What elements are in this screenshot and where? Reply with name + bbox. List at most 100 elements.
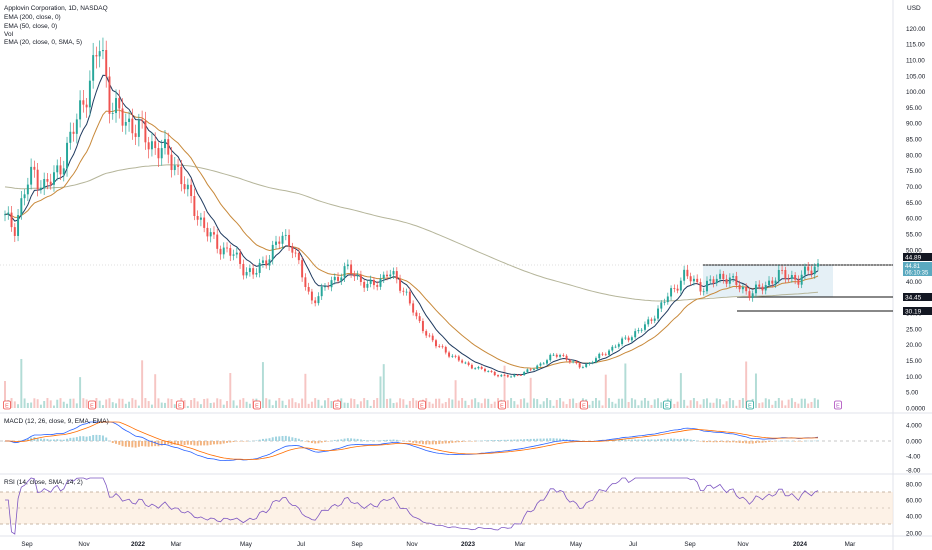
candle-body (56, 165, 59, 173)
volume-bar (395, 402, 398, 408)
candle-body (630, 337, 633, 341)
macd-histogram-bar (239, 441, 242, 442)
price-tick: 70.00 (906, 184, 922, 191)
volume-bar (164, 402, 166, 408)
volume-bar (278, 398, 281, 408)
macd-histogram-bar (621, 439, 624, 441)
macd-histogram-bar (252, 440, 255, 442)
candle-body (212, 232, 215, 235)
candle-body (745, 287, 748, 292)
volume-bar (307, 403, 310, 408)
candle-body (69, 131, 72, 143)
volume-bar (588, 404, 591, 408)
earnings-badge[interactable] (3, 400, 11, 410)
volume-bar (350, 398, 353, 408)
volume-bar (356, 404, 359, 408)
candle-body (46, 179, 49, 182)
volume-bar (428, 401, 431, 408)
volume-bar (519, 399, 522, 408)
price-tick: 50.00 (906, 247, 922, 254)
macd-histogram-bar (288, 436, 291, 441)
volume-bar (317, 399, 320, 408)
volume-bar (768, 399, 770, 408)
candle-body (17, 215, 20, 236)
earnings-badge[interactable] (834, 400, 842, 410)
volume-bar (20, 358, 23, 408)
candle-body (565, 355, 568, 360)
macd-histogram-bar (359, 439, 362, 441)
volume-bar (105, 399, 108, 408)
macd-histogram-bar (513, 439, 516, 441)
volume-bar (147, 401, 150, 408)
candle-body (275, 241, 277, 245)
earnings-badge[interactable] (580, 400, 588, 410)
volume-bar (497, 398, 499, 408)
volume-bar (154, 374, 157, 408)
earnings-badge[interactable] (418, 400, 426, 410)
volume-bar (376, 398, 379, 408)
price-tick: 80.00 (906, 152, 922, 159)
volume-bar (526, 402, 529, 408)
candle-body (219, 248, 222, 255)
macd-histogram-bar (676, 438, 679, 441)
candle-body (75, 119, 78, 134)
candle-body (137, 120, 140, 137)
badge-last-bg (903, 253, 932, 261)
candle-body (418, 316, 421, 322)
earnings-badge[interactable] (253, 400, 261, 410)
macd-histogram-bar (457, 441, 460, 443)
earnings-badge[interactable] (88, 400, 96, 410)
macd-histogram-bar (304, 441, 307, 442)
macd-histogram-bar (761, 441, 764, 443)
candle-body (653, 318, 656, 321)
macd-histogram-bar (75, 437, 78, 441)
time-tick: Jul (629, 541, 637, 548)
candle-body (150, 141, 153, 150)
macd-histogram-bar (121, 441, 124, 447)
macd-histogram-bar (320, 441, 323, 443)
candle-body (735, 276, 738, 285)
macd-histogram-bar (699, 441, 702, 442)
volume-bar (101, 405, 104, 408)
volume-bar (676, 401, 679, 408)
price-tick: 85.00 (906, 137, 922, 144)
macd-histogram-bar (431, 441, 434, 445)
macd-histogram-bar (653, 439, 656, 441)
volume-bar (441, 403, 444, 408)
candle-body (33, 166, 36, 170)
volume-bar (134, 399, 137, 408)
earnings-badge[interactable] (498, 400, 506, 410)
candle-body (575, 361, 578, 364)
candle-body (441, 346, 444, 348)
macd-histogram-bar (346, 438, 349, 441)
candle-body (134, 133, 137, 137)
macd-histogram-bar (137, 441, 140, 447)
volume-bar (797, 403, 800, 408)
candle-body (183, 184, 186, 190)
earnings-badge[interactable] (333, 400, 341, 410)
macd-histogram-bar (817, 440, 819, 441)
candle-body (291, 246, 294, 253)
volume-bar (552, 405, 555, 408)
volume-bar (608, 398, 611, 408)
candle-body (679, 280, 682, 291)
candle-body (392, 271, 395, 275)
volume-bar (297, 403, 300, 408)
earnings-badge[interactable] (176, 400, 184, 410)
candle-body (692, 278, 695, 282)
macd-histogram-bar (173, 441, 176, 445)
macd-histogram-bar (206, 441, 209, 446)
volume-bar (229, 373, 232, 408)
time-tick: Nov (78, 541, 90, 548)
macd-histogram-bar (532, 438, 535, 441)
macd-histogram-bar (248, 440, 251, 442)
earnings-badge[interactable] (746, 400, 754, 410)
earnings-badge[interactable] (663, 400, 671, 410)
macd-histogram-bar (363, 440, 366, 441)
volume-bar (310, 401, 313, 408)
volume-bar (532, 398, 535, 408)
candle-body (771, 280, 774, 284)
volume-bar (673, 403, 676, 408)
earnings-letter: E (665, 404, 669, 410)
volume-bar (235, 405, 238, 408)
